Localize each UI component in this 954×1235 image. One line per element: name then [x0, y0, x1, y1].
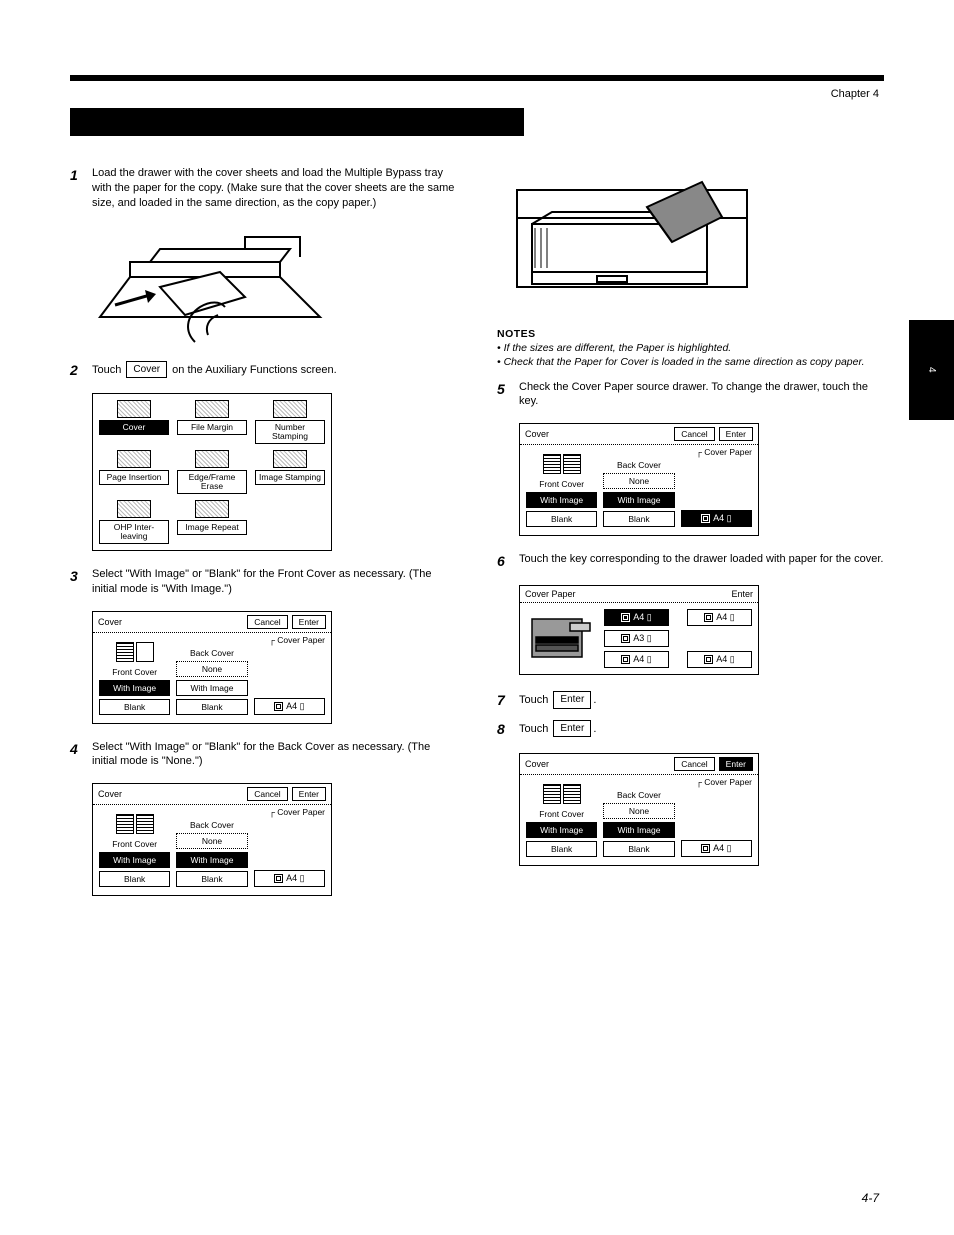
front-blank[interactable]: Blank	[99, 871, 170, 887]
tray-1-a4[interactable]: A4 ▯	[604, 609, 669, 626]
front-with-image[interactable]: With Image	[526, 822, 597, 838]
aux-page-insertion[interactable]: Page Insertion	[99, 450, 169, 494]
cover-paper-a4[interactable]: A4 ▯	[254, 870, 325, 887]
step-num: 1	[70, 166, 84, 211]
cover-paper-a4[interactable]: A4 ▯	[681, 840, 752, 857]
step-text: Check the Cover Paper source drawer. To …	[519, 380, 884, 410]
cover-key[interactable]: Cover	[126, 361, 167, 379]
illus-drawer	[497, 172, 884, 307]
step-text: Touch the key corresponding to the drawe…	[519, 552, 883, 571]
aux-edge-frame-erase[interactable]: Edge/Frame Erase	[177, 450, 247, 494]
step-num: 6	[497, 552, 511, 571]
aux-image-stamping[interactable]: Image Stamping	[255, 450, 325, 494]
enter-button[interactable]: Enter	[731, 589, 753, 599]
cover-paper-label: Cover Paper	[269, 635, 325, 645]
chapter-label: Chapter 4	[831, 88, 879, 100]
cover-dialog-2: Cover Cancel Enter Cover Paper Front Cov…	[92, 783, 332, 896]
cover-dialog-1: Cover Cancel Enter Cover Paper Front Cov…	[92, 611, 332, 724]
notes-block: NOTES • If the sizes are different, the …	[497, 327, 884, 370]
dialog-title: Cover Paper	[525, 589, 731, 599]
back-none[interactable]: None	[176, 661, 247, 677]
step-text: Touch Enter.	[519, 691, 596, 710]
step-4: 4 Select "With Image" or "Blank" for the…	[70, 740, 457, 770]
enter-key[interactable]: Enter	[553, 691, 591, 709]
back-blank[interactable]: Blank	[603, 841, 674, 857]
front-blank[interactable]: Blank	[526, 511, 597, 527]
illus-load-bypass	[90, 227, 457, 347]
right-column: NOTES • If the sizes are different, the …	[497, 166, 884, 912]
cancel-button[interactable]: Cancel	[674, 427, 714, 441]
page-number: 4-7	[862, 1191, 879, 1205]
tray-r2-a4[interactable]: A4 ▯	[687, 651, 752, 668]
header-rule-narrow	[70, 108, 524, 136]
step-text: Select "With Image" or "Blank" for the B…	[92, 740, 457, 770]
step-num: 8	[497, 720, 511, 739]
front-with-image[interactable]: With Image	[99, 680, 170, 696]
step-5: 5 Check the Cover Paper source drawer. T…	[497, 380, 884, 410]
tray-r1-a4[interactable]: A4 ▯	[687, 609, 752, 626]
step-text: Touch Cover on the Auxiliary Functions s…	[92, 361, 337, 380]
back-blank[interactable]: Blank	[176, 699, 247, 715]
cancel-button[interactable]: Cancel	[674, 757, 714, 771]
step-num: 2	[70, 361, 84, 380]
back-blank[interactable]: Blank	[176, 871, 247, 887]
header-rule-wide	[70, 75, 884, 81]
front-blank[interactable]: Blank	[99, 699, 170, 715]
step-2: 2 Touch Cover on the Auxiliary Functions…	[70, 361, 457, 380]
tray-3-a4[interactable]: A4 ▯	[604, 651, 669, 668]
enter-button[interactable]: Enter	[292, 615, 326, 629]
back-with-image[interactable]: With Image	[603, 822, 674, 838]
aux-cover[interactable]: Cover	[99, 400, 169, 444]
back-with-image[interactable]: With Image	[176, 852, 247, 868]
step-text: Load the drawer with the cover sheets an…	[92, 166, 457, 211]
front-with-image[interactable]: With Image	[526, 492, 597, 508]
back-none[interactable]: None	[603, 803, 674, 819]
step-1: 1 Load the drawer with the cover sheets …	[70, 166, 457, 211]
step-8: 8 Touch Enter.	[497, 720, 884, 739]
aux-panel: Cover File Margin Number Stamping Page I…	[92, 393, 332, 551]
cover-dialog-4: Cover Cancel Enter Cover Paper Front Cov…	[519, 753, 759, 866]
aux-file-margin[interactable]: File Margin	[177, 400, 247, 444]
step-6: 6 Touch the key corresponding to the dra…	[497, 552, 884, 571]
step-num: 5	[497, 380, 511, 410]
step-num: 4	[70, 740, 84, 770]
dialog-title: Cover	[98, 617, 243, 627]
enter-key[interactable]: Enter	[553, 720, 591, 738]
back-blank[interactable]: Blank	[603, 511, 674, 527]
aux-ohp[interactable]: OHP Inter-leaving	[99, 500, 169, 544]
step-num: 7	[497, 691, 511, 710]
back-with-image[interactable]: With Image	[603, 492, 674, 508]
back-with-image[interactable]: With Image	[176, 680, 247, 696]
copier-icon	[526, 609, 596, 665]
step-num: 3	[70, 567, 84, 597]
step-3: 3 Select "With Image" or "Blank" for the…	[70, 567, 457, 597]
cover-dialog-3: Cover Cancel Enter Cover Paper Front Cov…	[519, 423, 759, 536]
aux-image-repeat[interactable]: Image Repeat	[177, 500, 247, 544]
front-with-image[interactable]: With Image	[99, 852, 170, 868]
paper-select-dialog: Cover Paper Enter A4 ▯	[519, 585, 759, 675]
back-none[interactable]: None	[176, 833, 247, 849]
side-tab: 4	[909, 320, 954, 420]
cancel-button[interactable]: Cancel	[247, 615, 287, 629]
step-7: 7 Touch Enter.	[497, 691, 884, 710]
back-none[interactable]: None	[603, 473, 674, 489]
enter-button[interactable]: Enter	[292, 787, 326, 801]
left-column: 1 Load the drawer with the cover sheets …	[70, 166, 457, 912]
cancel-button[interactable]: Cancel	[247, 787, 287, 801]
step-text: Select "With Image" or "Blank" for the F…	[92, 567, 457, 597]
step-text: Touch Enter.	[519, 720, 596, 739]
cover-paper-a4-selected[interactable]: A4 ▯	[681, 510, 752, 527]
enter-button[interactable]: Enter	[719, 427, 753, 441]
cover-paper-a4[interactable]: A4 ▯	[254, 698, 325, 715]
tray-2-a3[interactable]: A3 ▯	[604, 630, 669, 647]
front-blank[interactable]: Blank	[526, 841, 597, 857]
enter-button-selected[interactable]: Enter	[719, 757, 753, 771]
aux-number-stamping[interactable]: Number Stamping	[255, 400, 325, 444]
